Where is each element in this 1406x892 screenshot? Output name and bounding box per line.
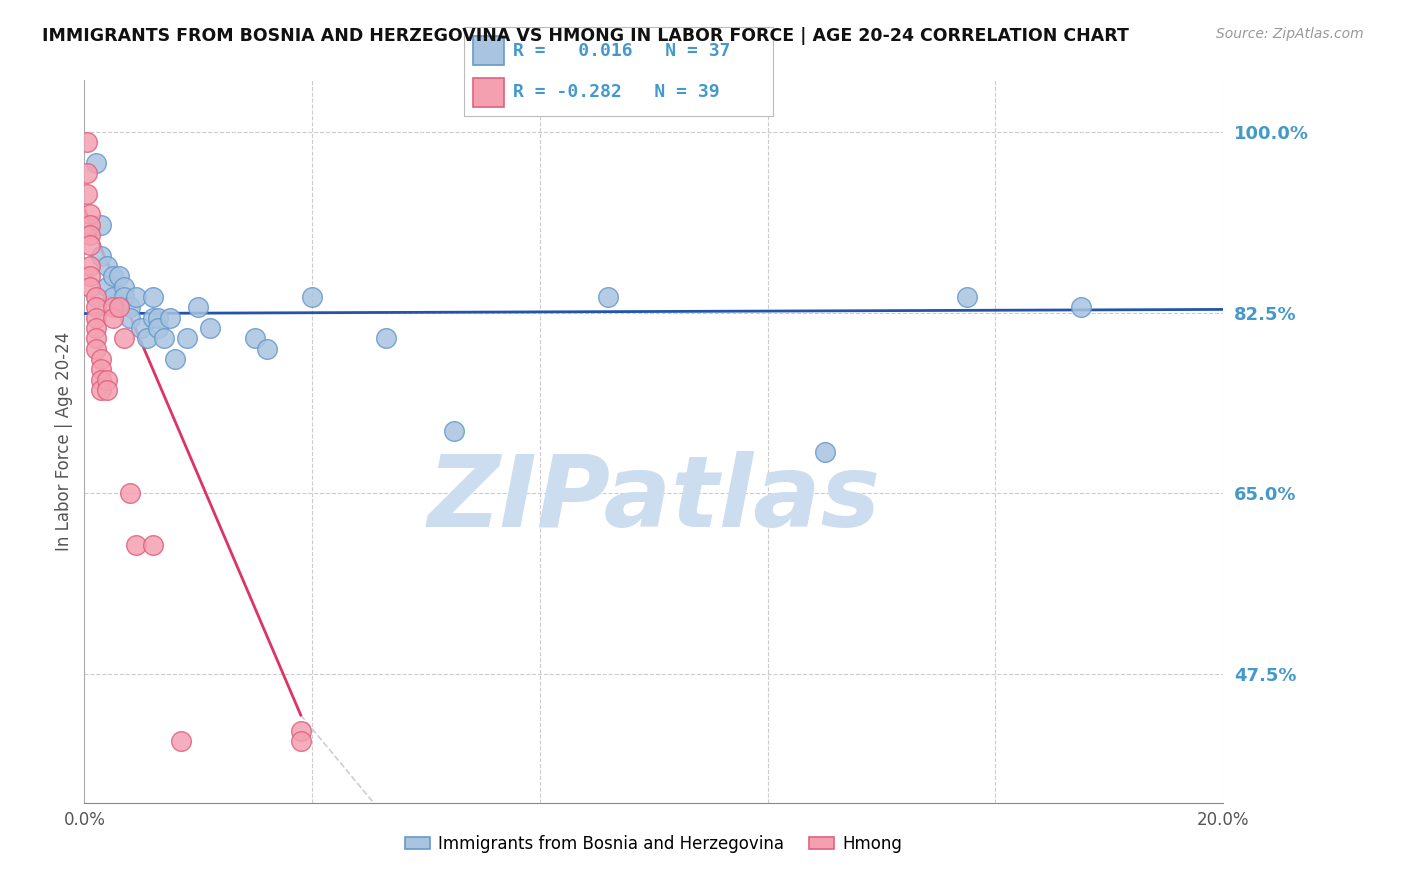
- Point: [79, 218, 101, 232]
- Point: [76, 186, 98, 201]
- Text: Source: ZipAtlas.com: Source: ZipAtlas.com: [1216, 27, 1364, 41]
- Point: [142, 310, 165, 325]
- Point: [79, 259, 101, 273]
- Point: [375, 331, 398, 345]
- Point: [79, 207, 101, 221]
- Point: [159, 310, 181, 325]
- Point: [1070, 301, 1092, 315]
- Point: [142, 538, 165, 552]
- Point: [79, 279, 101, 293]
- Point: [131, 321, 153, 335]
- Point: [301, 290, 323, 304]
- Point: [124, 290, 146, 304]
- Point: [107, 301, 129, 315]
- Bar: [474, 36, 505, 65]
- Point: [290, 723, 312, 738]
- Text: IMMIGRANTS FROM BOSNIA AND HERZEGOVINA VS HMONG IN LABOR FORCE | AGE 20-24 CORRE: IMMIGRANTS FROM BOSNIA AND HERZEGOVINA V…: [42, 27, 1129, 45]
- Point: [84, 290, 107, 304]
- Point: [84, 301, 107, 315]
- Point: [176, 331, 198, 345]
- Point: [101, 301, 124, 315]
- Point: [443, 424, 465, 438]
- Point: [96, 259, 118, 273]
- Point: [170, 734, 193, 748]
- Point: [90, 351, 112, 366]
- Y-axis label: In Labor Force | Age 20-24: In Labor Force | Age 20-24: [55, 332, 73, 551]
- Point: [112, 279, 135, 293]
- Point: [79, 238, 101, 252]
- Text: R =   0.016   N = 37: R = 0.016 N = 37: [513, 42, 731, 60]
- Point: [84, 331, 107, 345]
- Point: [153, 331, 176, 345]
- Point: [84, 156, 107, 170]
- Point: [84, 342, 107, 356]
- Point: [112, 290, 135, 304]
- Point: [814, 445, 837, 459]
- Point: [90, 373, 112, 387]
- Point: [79, 228, 101, 243]
- Point: [76, 135, 98, 149]
- Point: [290, 734, 312, 748]
- Point: [148, 321, 170, 335]
- Point: [118, 486, 141, 500]
- Point: [90, 362, 112, 376]
- Point: [101, 269, 124, 284]
- Bar: [474, 78, 505, 107]
- Point: [165, 351, 187, 366]
- Point: [118, 310, 141, 325]
- Point: [112, 331, 135, 345]
- Point: [90, 249, 112, 263]
- Point: [107, 269, 129, 284]
- Point: [245, 331, 267, 345]
- Legend: Immigrants from Bosnia and Herzegovina, Hmong: Immigrants from Bosnia and Herzegovina, …: [398, 828, 910, 860]
- Point: [79, 269, 101, 284]
- Point: [84, 321, 107, 335]
- Point: [148, 310, 170, 325]
- Text: R = -0.282   N = 39: R = -0.282 N = 39: [513, 83, 720, 101]
- Point: [256, 342, 278, 356]
- Point: [96, 383, 118, 397]
- Point: [598, 290, 620, 304]
- Point: [136, 331, 159, 345]
- Point: [198, 321, 221, 335]
- Point: [90, 383, 112, 397]
- Point: [101, 310, 124, 325]
- Point: [101, 290, 124, 304]
- Point: [956, 290, 979, 304]
- Point: [124, 538, 146, 552]
- Point: [96, 279, 118, 293]
- Point: [76, 166, 98, 180]
- Point: [142, 290, 165, 304]
- Point: [84, 310, 107, 325]
- Point: [187, 301, 209, 315]
- Text: ZIPatlas: ZIPatlas: [427, 450, 880, 548]
- Point: [90, 218, 112, 232]
- Point: [96, 373, 118, 387]
- Point: [107, 301, 129, 315]
- Point: [118, 301, 141, 315]
